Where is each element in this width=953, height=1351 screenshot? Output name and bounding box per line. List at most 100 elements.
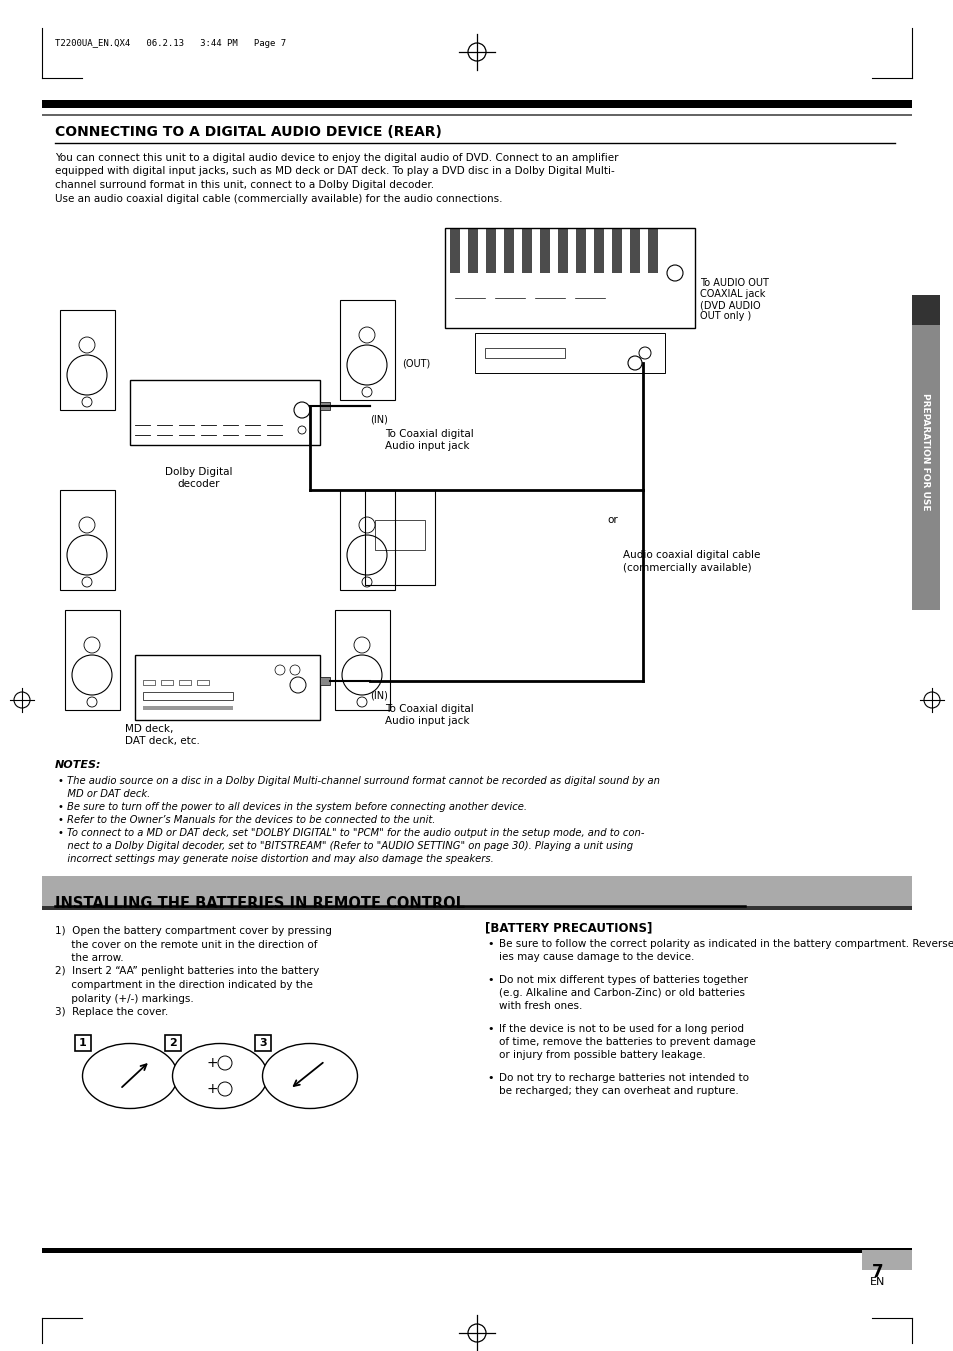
Text: INSTALLING THE BATTERIES IN REMOTE CONTROL: INSTALLING THE BATTERIES IN REMOTE CONTR… bbox=[55, 896, 464, 911]
Bar bbox=[468, 228, 477, 273]
Text: channel surround format in this unit, connect to a Dolby Digital decoder.: channel surround format in this unit, co… bbox=[55, 180, 434, 190]
Bar bbox=[42, 113, 911, 116]
Text: You can connect this unit to a digital audio device to enjoy the digital audio o: You can connect this unit to a digital a… bbox=[55, 153, 618, 163]
Text: PREPARATION FOR USE: PREPARATION FOR USE bbox=[921, 393, 929, 511]
Text: OUT only ): OUT only ) bbox=[700, 311, 750, 322]
Text: Do not try to recharge batteries not intended to: Do not try to recharge batteries not int… bbox=[498, 1073, 748, 1084]
Text: 7: 7 bbox=[871, 1263, 882, 1281]
Bar bbox=[60, 490, 115, 590]
Text: COAXIAL jack: COAXIAL jack bbox=[700, 289, 764, 299]
Text: +: + bbox=[206, 1056, 217, 1070]
Bar bbox=[143, 680, 154, 685]
Text: If the device is not to be used for a long period: If the device is not to be used for a lo… bbox=[498, 1024, 743, 1034]
Bar bbox=[196, 680, 209, 685]
Text: decoder: decoder bbox=[177, 480, 219, 489]
Bar bbox=[42, 1248, 911, 1252]
Bar bbox=[558, 228, 567, 273]
Text: NOTES:: NOTES: bbox=[55, 761, 101, 770]
Bar bbox=[485, 228, 496, 273]
Text: +: + bbox=[206, 1082, 217, 1096]
Text: • Refer to the Owner’s Manuals for the devices to be connected to the unit.: • Refer to the Owner’s Manuals for the d… bbox=[58, 815, 435, 825]
Bar bbox=[143, 692, 233, 700]
Text: T2200UA_EN.QX4   06.2.13   3:44 PM   Page 7: T2200UA_EN.QX4 06.2.13 3:44 PM Page 7 bbox=[55, 39, 286, 49]
Text: equipped with digital input jacks, such as MD deck or DAT deck. To play a DVD di: equipped with digital input jacks, such … bbox=[55, 166, 614, 177]
Bar bbox=[319, 403, 330, 409]
Bar bbox=[339, 490, 395, 590]
Text: To AUDIO OUT: To AUDIO OUT bbox=[700, 278, 768, 288]
Text: Use an audio coaxial digital cable (commercially available) for the audio connec: Use an audio coaxial digital cable (comm… bbox=[55, 193, 502, 204]
Bar bbox=[475, 332, 664, 373]
Text: with fresh ones.: with fresh ones. bbox=[498, 1001, 581, 1011]
Bar bbox=[161, 680, 172, 685]
Text: 1: 1 bbox=[79, 1038, 87, 1048]
Bar bbox=[539, 228, 550, 273]
Text: Audio input jack: Audio input jack bbox=[385, 440, 469, 451]
Ellipse shape bbox=[172, 1043, 267, 1109]
Text: •: • bbox=[486, 1073, 493, 1084]
Text: 2)  Insert 2 “AA” penlight batteries into the battery: 2) Insert 2 “AA” penlight batteries into… bbox=[55, 966, 319, 977]
Bar bbox=[135, 655, 319, 720]
Text: compartment in the direction indicated by the: compartment in the direction indicated b… bbox=[55, 979, 313, 990]
Bar bbox=[254, 1035, 271, 1051]
Text: • Be sure to turn off the power to all devices in the system before connecting a: • Be sure to turn off the power to all d… bbox=[58, 802, 526, 812]
Bar bbox=[339, 300, 395, 400]
Ellipse shape bbox=[262, 1043, 357, 1109]
Text: (e.g. Alkaline and Carbon-Zinc) or old batteries: (e.g. Alkaline and Carbon-Zinc) or old b… bbox=[498, 988, 744, 998]
Bar bbox=[42, 907, 911, 911]
Text: 3: 3 bbox=[259, 1038, 267, 1048]
Text: To Coaxial digital: To Coaxial digital bbox=[385, 704, 474, 713]
Text: 2: 2 bbox=[169, 1038, 176, 1048]
Bar bbox=[179, 680, 191, 685]
Text: EN: EN bbox=[869, 1277, 884, 1288]
Text: DAT deck, etc.: DAT deck, etc. bbox=[125, 736, 200, 746]
Text: Audio coaxial digital cable: Audio coaxial digital cable bbox=[622, 550, 760, 561]
Bar bbox=[365, 490, 435, 585]
Bar bbox=[42, 875, 911, 907]
Bar bbox=[503, 228, 514, 273]
Text: incorrect settings may generate noise distortion and may also damage the speaker: incorrect settings may generate noise di… bbox=[58, 854, 494, 865]
Bar bbox=[130, 380, 319, 444]
Text: To Coaxial digital: To Coaxial digital bbox=[385, 430, 474, 439]
Bar bbox=[335, 611, 390, 711]
Bar bbox=[521, 228, 532, 273]
Bar bbox=[450, 228, 459, 273]
Bar bbox=[911, 295, 939, 326]
Text: be recharged; they can overheat and rupture.: be recharged; they can overheat and rupt… bbox=[498, 1086, 738, 1096]
Text: MD deck,: MD deck, bbox=[125, 724, 173, 734]
Text: Audio input jack: Audio input jack bbox=[385, 716, 469, 725]
Bar bbox=[647, 228, 658, 273]
Text: nect to a Dolby Digital decoder, set to "BITSTREAM" (Refer to "AUDIO SETTING" on: nect to a Dolby Digital decoder, set to … bbox=[58, 842, 633, 851]
Bar bbox=[165, 1035, 181, 1051]
Text: the cover on the remote unit in the direction of: the cover on the remote unit in the dire… bbox=[55, 939, 317, 950]
Text: Do not mix different types of batteries together: Do not mix different types of batteries … bbox=[498, 975, 747, 985]
Bar bbox=[612, 228, 621, 273]
Bar bbox=[444, 228, 695, 328]
Text: of time, remove the batteries to prevent damage: of time, remove the batteries to prevent… bbox=[498, 1038, 755, 1047]
Text: or: or bbox=[607, 515, 618, 526]
Bar bbox=[862, 1250, 911, 1270]
Text: Dolby Digital: Dolby Digital bbox=[165, 467, 233, 477]
Bar bbox=[60, 309, 115, 409]
Text: CONNECTING TO A DIGITAL AUDIO DEVICE (REAR): CONNECTING TO A DIGITAL AUDIO DEVICE (RE… bbox=[55, 126, 441, 139]
Text: (OUT): (OUT) bbox=[401, 358, 430, 367]
Bar bbox=[319, 677, 330, 685]
Bar bbox=[375, 520, 424, 550]
Text: • To connect to a MD or DAT deck, set "DOLBY DIGITAL" to "PCM" for the audio out: • To connect to a MD or DAT deck, set "D… bbox=[58, 828, 644, 838]
Text: (commercially available): (commercially available) bbox=[622, 563, 751, 573]
Bar bbox=[484, 349, 564, 358]
Bar bbox=[143, 707, 233, 711]
Bar bbox=[42, 100, 911, 108]
Bar bbox=[911, 295, 939, 611]
Text: •: • bbox=[486, 975, 493, 985]
Bar bbox=[75, 1035, 91, 1051]
Bar bbox=[65, 611, 120, 711]
Text: 1)  Open the battery compartment cover by pressing: 1) Open the battery compartment cover by… bbox=[55, 925, 332, 936]
Text: Be sure to follow the correct polarity as indicated in the battery compartment. : Be sure to follow the correct polarity a… bbox=[498, 939, 953, 948]
Text: •: • bbox=[486, 1024, 493, 1034]
Text: [BATTERY PRECAUTIONS]: [BATTERY PRECAUTIONS] bbox=[484, 921, 652, 934]
Text: • The audio source on a disc in a Dolby Digital Multi-channel surround format ca: • The audio source on a disc in a Dolby … bbox=[58, 775, 659, 786]
Text: (IN): (IN) bbox=[370, 690, 388, 700]
Bar bbox=[576, 228, 585, 273]
Ellipse shape bbox=[82, 1043, 177, 1109]
Text: ies may cause damage to the device.: ies may cause damage to the device. bbox=[498, 952, 694, 962]
